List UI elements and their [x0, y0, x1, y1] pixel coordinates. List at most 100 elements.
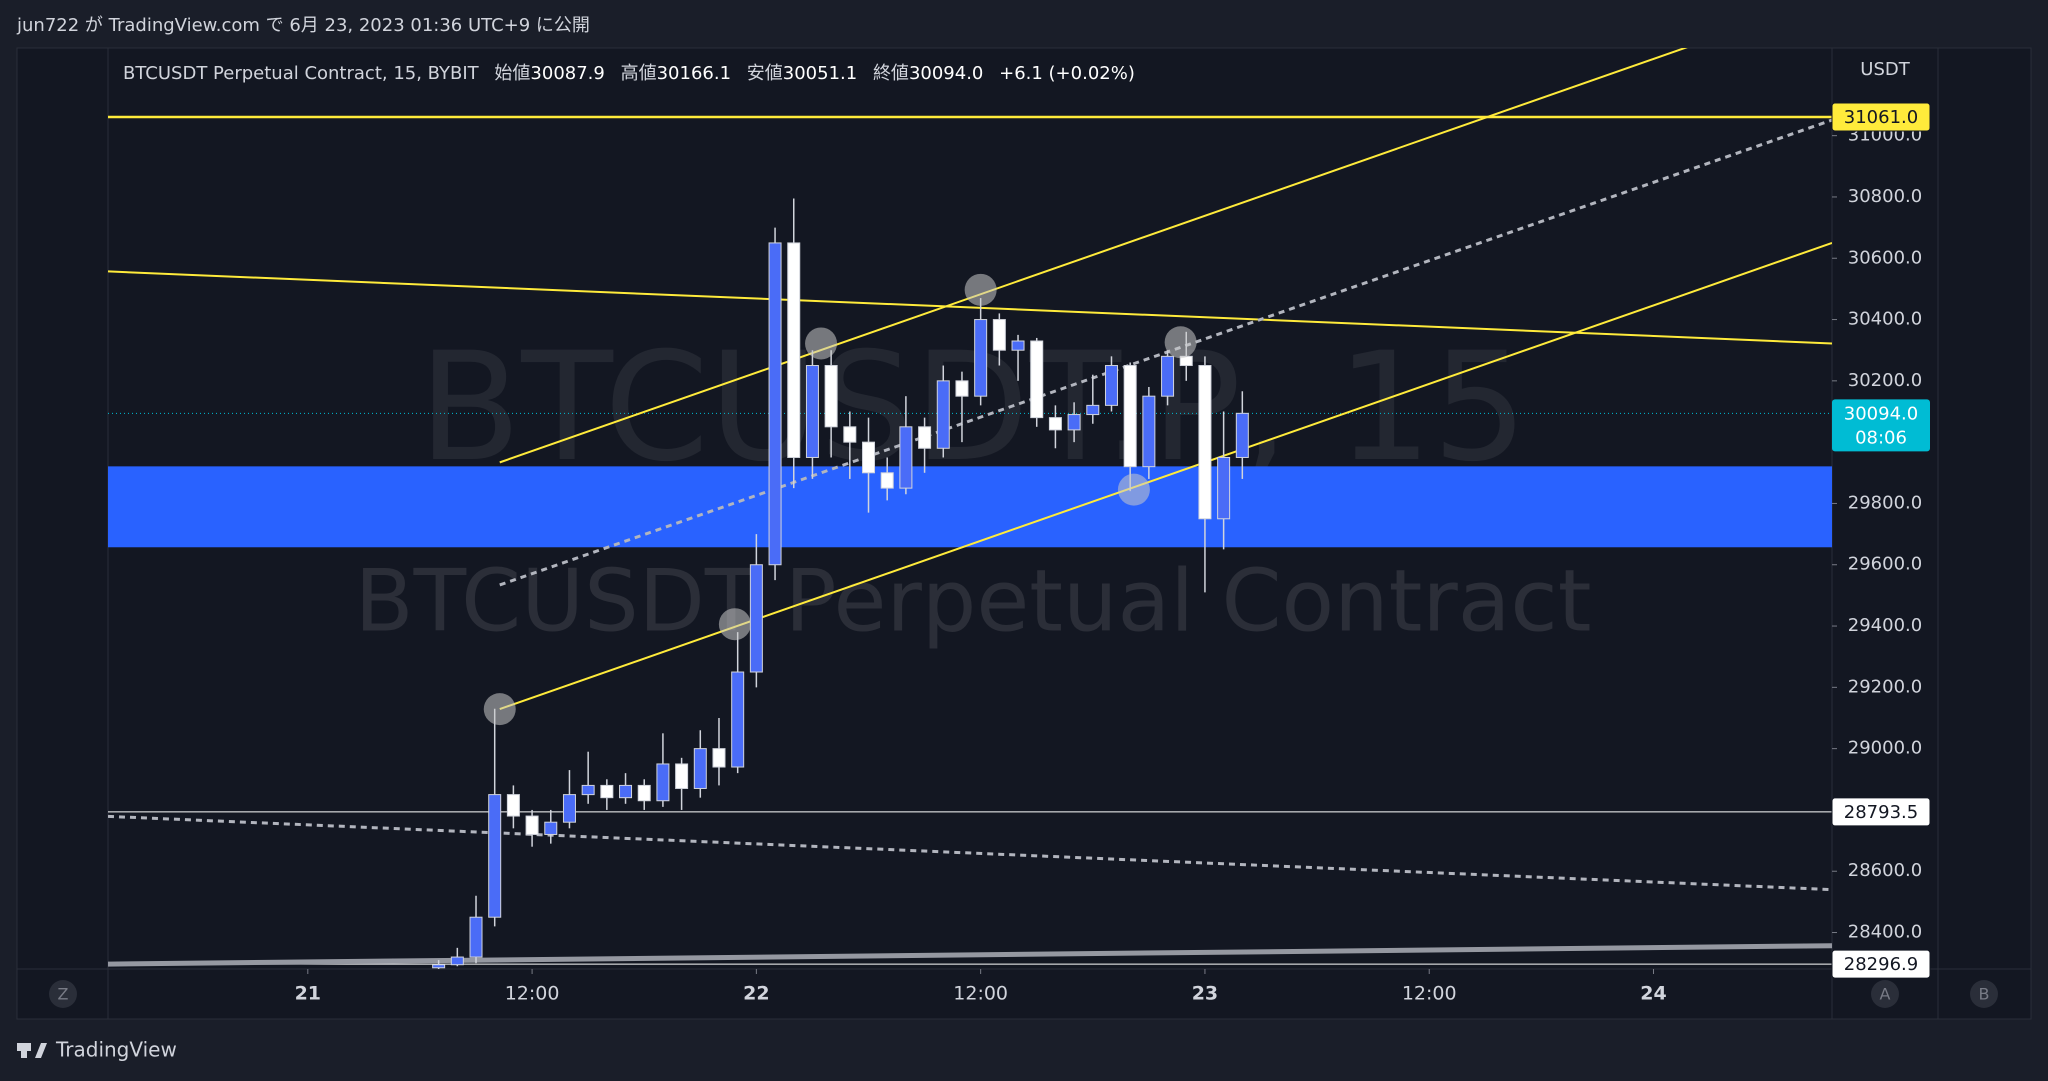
footer: TradingView: [55, 1038, 177, 1062]
price-label: 31061.0: [1844, 107, 1918, 128]
candle-body: [955, 380, 969, 397]
candle-body: [1030, 340, 1044, 419]
watermark-name: BTCUSDT Perpetual Contract: [355, 551, 1592, 651]
y-tick-label: 30600.0: [1848, 247, 1922, 268]
logo-mark: [35, 1043, 47, 1058]
candle-body: [1198, 365, 1212, 520]
candle-body: [656, 763, 670, 802]
candle-body: [506, 794, 520, 817]
trendline: [499, 48, 1688, 464]
watermark: BTCUSDT.P, 15 BTCUSDT Perpetual Contract: [355, 321, 1592, 651]
legend-change: +6.1 (+0.02%): [999, 63, 1135, 84]
candle-body: [1123, 365, 1137, 468]
x-tick-label: 21: [295, 983, 321, 1005]
logo-mark: [21, 1043, 27, 1058]
candle-body: [469, 916, 483, 958]
button-label[interactable]: Z: [58, 985, 69, 1004]
x-tick-label: 12:00: [505, 983, 560, 1005]
candle-body: [432, 964, 446, 969]
overlay: 28400.028600.028800.029000.029200.029400…: [295, 102, 1931, 1005]
candle-body: [600, 784, 614, 799]
candle-body: [619, 784, 633, 799]
candle-body: [562, 794, 576, 823]
candle-body: [1011, 340, 1025, 351]
header: jun722 が TradingView.com で 6月 23, 2023 0…: [16, 15, 590, 36]
candle-body: [936, 380, 950, 449]
legend-label: 終値: [873, 63, 909, 84]
trendline: [108, 270, 1832, 345]
candle-body: [693, 748, 707, 789]
legend-value: 30051.1: [783, 63, 857, 84]
candle-body: [1235, 412, 1249, 458]
x-tick-label: 23: [1192, 983, 1218, 1005]
candle-body: [1161, 355, 1175, 397]
legend-label: 安値: [747, 63, 783, 84]
trendline: [108, 814, 1832, 892]
legend-label: 高値: [621, 63, 657, 84]
plot: [108, 48, 1832, 969]
logo: TradingView: [17, 1038, 177, 1062]
x-tick-label: 12:00: [1402, 983, 1457, 1005]
watermark-symbol: BTCUSDT.P, 15: [418, 321, 1527, 495]
button[interactable]: [49, 980, 77, 1008]
legend-value: 30087.9: [530, 63, 604, 84]
marker: [1164, 326, 1197, 359]
y-tick-label: 30800.0: [1848, 186, 1922, 207]
candle-body: [1142, 395, 1156, 468]
candle-body: [731, 671, 745, 768]
marker: [964, 273, 997, 306]
y-tick-label: 29600.0: [1848, 554, 1922, 575]
candle-body: [1104, 365, 1118, 406]
candle-body: [824, 365, 838, 428]
button[interactable]: [1970, 980, 1998, 1008]
candle-body: [862, 441, 876, 474]
candle-body: [1217, 456, 1231, 520]
marker: [1117, 473, 1150, 506]
candle-body: [918, 426, 932, 449]
candle-body: [1067, 414, 1081, 431]
x-tick-label: 24: [1640, 983, 1666, 1005]
price-label: 28793.5: [1844, 802, 1918, 823]
candle-body: [787, 242, 801, 458]
candle-body: [712, 748, 726, 768]
y-tick-label: 29800.0: [1848, 492, 1922, 513]
x-tick-label: 22: [743, 983, 769, 1005]
candle-body: [637, 784, 651, 802]
y-tick-label: 30200.0: [1848, 370, 1922, 391]
candle-body: [805, 365, 819, 458]
button[interactable]: [1871, 980, 1899, 1008]
candle-body: [992, 319, 1006, 351]
trendline: [499, 118, 1832, 587]
y-tick-label: 29400.0: [1848, 615, 1922, 636]
x-tick-label: 12:00: [953, 983, 1008, 1005]
y-tick-label: 30400.0: [1848, 309, 1922, 330]
button-label[interactable]: B: [1979, 985, 1990, 1004]
candle-body: [749, 564, 763, 673]
candle-body: [843, 426, 857, 443]
legend-value: 30094.0: [909, 63, 983, 84]
button-label[interactable]: A: [1880, 985, 1891, 1004]
candle-body: [974, 319, 988, 397]
price-label-box: [1831, 949, 1931, 979]
candle-body: [581, 784, 595, 796]
zone: [108, 466, 1832, 548]
last-price-label: 30094.0: [1844, 403, 1918, 424]
candle-body: [768, 242, 782, 566]
legend-label: 始値: [494, 63, 530, 84]
candle-body: [544, 821, 558, 835]
candle-body: [1048, 417, 1062, 431]
legend-symbol: BTCUSDT Perpetual Contract, 15, BYBIT: [123, 63, 480, 84]
last-price-box: [1832, 399, 1930, 452]
currency: USDT: [1860, 59, 1910, 80]
candle-body: [675, 763, 689, 789]
candle-body: [488, 794, 502, 918]
candle-body: [1086, 404, 1100, 416]
candle-body: [525, 815, 539, 835]
candle-body: [880, 472, 894, 489]
marker: [805, 327, 838, 360]
y-tick-label: 29200.0: [1848, 676, 1922, 697]
y-tick-label: 29000.0: [1848, 738, 1922, 759]
legend: BTCUSDT Perpetual Contract, 15, BYBIT 始値…: [123, 63, 1135, 84]
